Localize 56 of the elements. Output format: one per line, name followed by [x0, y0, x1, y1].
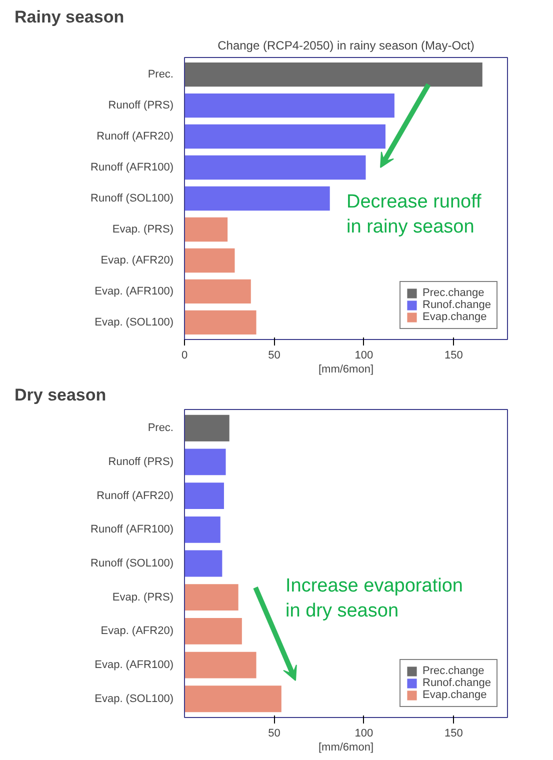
y-tick-label: Runoff (AFR20): [96, 130, 174, 143]
y-tick-label: Evap. (PRS): [112, 591, 174, 604]
bar: [184, 448, 226, 476]
chart-title: Rainy season: [14, 8, 124, 26]
bar: [184, 279, 251, 304]
y-tick-label: Runoff (AFR20): [96, 490, 174, 502]
y-tick-label: Prec.: [148, 422, 174, 434]
y-tick-label: Evap. (PRS): [112, 223, 174, 236]
bar: [184, 584, 238, 611]
y-tick-label: Runoff (SOL100): [90, 192, 174, 204]
y-tick-label: Evap. (AFR100): [94, 659, 174, 672]
x-tick-label: 50: [268, 350, 280, 362]
bar: [184, 414, 230, 442]
bar: [184, 217, 228, 242]
bar: [184, 550, 222, 577]
bar: [184, 155, 366, 180]
bar: [184, 482, 224, 510]
legend-label: Evap.change: [422, 689, 487, 701]
y-tick-label: Evap. (SOL100): [94, 692, 174, 705]
y-tick-label: Runoff (AFR100): [90, 162, 174, 174]
legend-label: Runof.change: [422, 677, 491, 689]
annotation: Increase evaporation in dry season: [286, 576, 463, 622]
x-tick-label: 100: [354, 728, 374, 740]
legend-label: Prec.change: [422, 665, 484, 677]
y-tick-label: Runoff (PRS): [108, 456, 174, 468]
legend-label: Runof.change: [422, 299, 491, 311]
y-tick-label: Runoff (SOL100): [90, 558, 174, 570]
x-tick-label: 150: [444, 728, 463, 740]
y-tick-label: Runoff (AFR100): [90, 524, 174, 536]
y-tick-label: Runoff (PRS): [108, 100, 174, 112]
annotation: Decrease runoff in rainy season: [346, 192, 482, 238]
x-tick-label: 100: [354, 350, 374, 362]
y-tick-label: Evap. (AFR20): [100, 254, 174, 266]
x-axis-title: [mm/6mon]: [318, 364, 374, 376]
bar: [184, 686, 282, 712]
y-tick-label: Evap. (AFR100): [94, 285, 174, 298]
y-tick-label: Prec.: [148, 68, 174, 81]
legend-label: Evap.change: [422, 311, 487, 323]
bar: [184, 62, 482, 87]
bar: [184, 93, 394, 118]
chart-subtitle: Change (RCP4-2050) in rainy season (May-Oct): [218, 38, 474, 52]
x-tick-label: 0: [181, 350, 188, 362]
chart-title: Dry season: [14, 386, 106, 404]
bar: [184, 618, 242, 644]
y-tick-label: Evap. (SOL100): [94, 316, 174, 328]
x-tick-label: 50: [268, 728, 280, 740]
x-axis-title: [mm/6mon]: [318, 742, 374, 754]
bar: [184, 310, 256, 335]
bar: [184, 124, 386, 149]
bar: [184, 248, 235, 273]
y-tick-label: Evap. (AFR20): [100, 625, 174, 638]
x-tick-label: 150: [444, 350, 463, 362]
bar: [184, 652, 256, 678]
legend-label: Prec.change: [422, 287, 484, 299]
bar: [184, 186, 330, 211]
bar: [184, 516, 220, 543]
